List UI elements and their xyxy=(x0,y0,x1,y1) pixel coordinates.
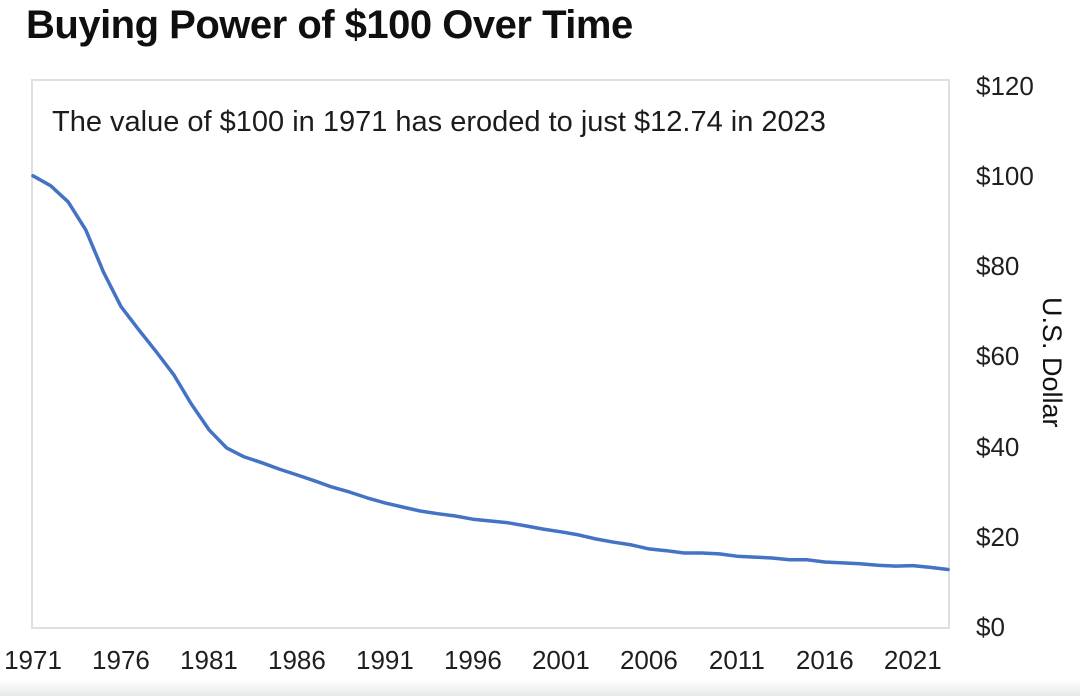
x-tick-label: 2016 xyxy=(795,645,854,675)
x-tick-label: 2001 xyxy=(531,645,590,675)
annotation-text: The value of $100 in 1971 has eroded to … xyxy=(52,106,826,138)
x-tick-label: 1981 xyxy=(180,645,238,675)
x-tick-label: 1991 xyxy=(356,645,414,675)
y-tick-label: $40 xyxy=(976,431,1020,462)
x-tick-label: 1986 xyxy=(268,645,326,675)
y-tick-label: $120 xyxy=(976,70,1034,101)
x-tick-label: 2006 xyxy=(619,645,678,675)
y-tick-label: $20 xyxy=(976,521,1020,552)
x-tick-label: 1971 xyxy=(4,645,62,675)
bottom-edge-strip xyxy=(0,680,1080,696)
x-tick-label: 1976 xyxy=(92,645,150,675)
x-tick-label: 2011 xyxy=(708,645,765,675)
y-tick-label: $0 xyxy=(976,612,1005,642)
x-tick-label: 2021 xyxy=(883,645,942,675)
plot-area: The value of $100 in 1971 has eroded to … xyxy=(31,79,950,629)
y-tick-label: $60 xyxy=(976,341,1020,372)
line-series-svg xyxy=(31,174,950,572)
y-tick-label: $100 xyxy=(976,160,1034,191)
y-axis-title: U.S. Dollar xyxy=(1037,297,1067,428)
buying-power-line xyxy=(31,174,950,572)
y-tick-label: $80 xyxy=(976,251,1020,281)
chart-title: Buying Power of $100 Over Time xyxy=(26,3,633,47)
x-tick-label: 1996 xyxy=(443,645,502,675)
